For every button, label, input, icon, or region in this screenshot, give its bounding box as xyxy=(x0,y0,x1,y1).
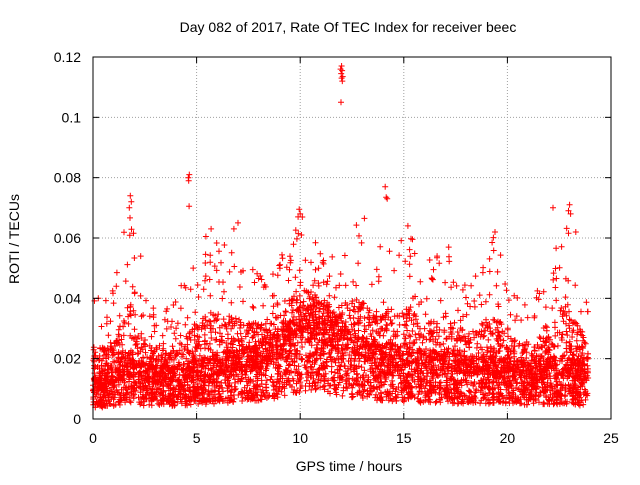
chart-title: Day 082 of 2017, Rate Of TEC Index for r… xyxy=(180,19,517,35)
x-tick-label: 10 xyxy=(292,430,308,446)
y-tick-label: 0.06 xyxy=(54,230,81,246)
axis-ticks: 0 0.02 0.04 0.06 0.08 0.1 0.12 0 5 10 15 20 25 xyxy=(54,49,619,446)
y-tick-label: 0.04 xyxy=(54,290,81,306)
x-tick-label: 25 xyxy=(603,430,619,446)
x-tick-label: 20 xyxy=(500,430,516,446)
y-tick-label: 0 xyxy=(73,411,81,427)
y-tick-label: 0.12 xyxy=(54,49,81,65)
roti-point-markers xyxy=(90,63,592,411)
y-axis-label: ROTI / TECUs xyxy=(6,194,22,284)
x-tick-label: 15 xyxy=(396,430,412,446)
y-tick-label: 0.08 xyxy=(54,170,81,186)
y-tick-label: 0.1 xyxy=(62,109,82,125)
x-tick-label: 0 xyxy=(89,430,97,446)
x-axis-label: GPS time / hours xyxy=(296,458,403,474)
data-points xyxy=(90,63,592,411)
x-tick-label: 5 xyxy=(193,430,201,446)
y-tick-label: 0.02 xyxy=(54,351,81,367)
